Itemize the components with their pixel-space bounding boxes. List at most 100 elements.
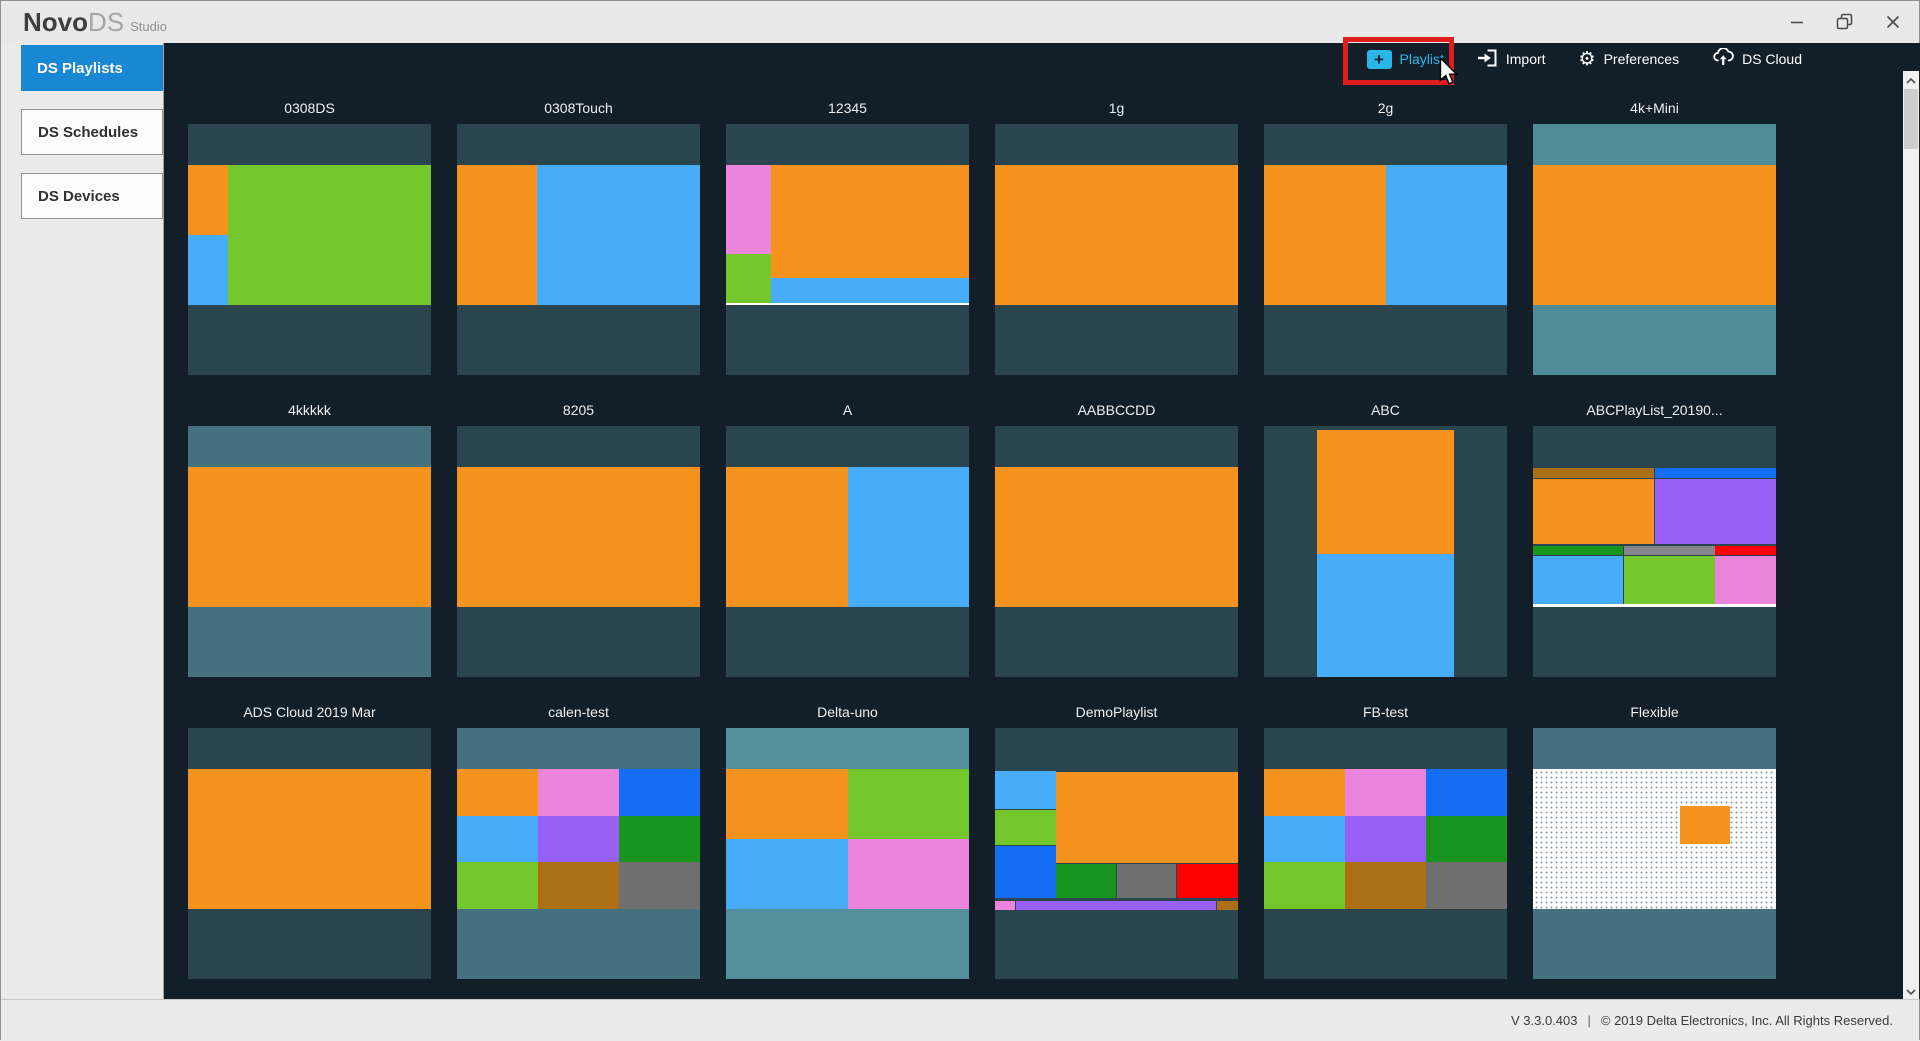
tile-zone <box>726 838 848 909</box>
tile-zone <box>1654 478 1776 544</box>
playlist-tile[interactable] <box>1264 426 1507 677</box>
playlist-cell: ABC <box>1264 400 1507 679</box>
tile-zone <box>726 768 848 839</box>
import-button[interactable]: Import <box>1477 48 1546 71</box>
tile-zone <box>1715 555 1776 605</box>
content-panel: + Playlist Import ⚙ Preferences <box>163 36 1920 999</box>
playlist-tile[interactable] <box>1264 728 1507 979</box>
playlist-tile[interactable] <box>726 426 969 677</box>
plus-icon: + <box>1366 49 1392 69</box>
tile-zone <box>619 862 700 909</box>
playlist-tile[interactable] <box>188 728 431 979</box>
tile-zone <box>1015 900 1217 910</box>
tile-zone <box>1533 555 1624 605</box>
tile-zone <box>228 164 431 305</box>
copyright-text: © 2019 Delta Electronics, Inc. All Right… <box>1600 1013 1893 1028</box>
playlist-cell: DemoPlaylist <box>995 702 1238 981</box>
ds-cloud-button[interactable]: DS Cloud <box>1712 47 1802 70</box>
restore-button[interactable] <box>1833 10 1857 34</box>
tile-zone <box>1177 864 1238 899</box>
tile-zone <box>726 164 771 254</box>
playlist-title: 2g <box>1377 100 1394 116</box>
tile-zone <box>770 277 969 303</box>
tile-zone <box>995 771 1056 809</box>
playlist-title: calen-test <box>548 704 609 720</box>
logo-novo: Novo <box>23 6 88 37</box>
tile-zone <box>726 466 848 607</box>
minimize-button[interactable] <box>1785 10 1809 34</box>
playlist-title: Delta-uno <box>817 704 878 720</box>
playlist-cell: Flexible <box>1533 702 1776 981</box>
playlist-tile[interactable] <box>726 728 969 979</box>
tile-zone <box>457 862 538 909</box>
playlist-cell: ADS Cloud 2019 Mar <box>188 702 431 981</box>
tile-zone <box>1264 862 1345 909</box>
playlist-title: 0308DS <box>284 100 335 116</box>
import-label: Import <box>1505 51 1546 67</box>
scrollbar-thumb[interactable] <box>1904 89 1918 149</box>
tile-zone <box>1533 546 1624 555</box>
playlist-tile[interactable] <box>1533 426 1776 677</box>
tile-zone <box>1264 815 1345 863</box>
tile-zone <box>1533 478 1654 544</box>
sidebar-item-ds-playlists[interactable]: DS Playlists <box>21 45 163 91</box>
cloud-upload-icon <box>1712 47 1734 70</box>
tile-zone <box>1624 546 1715 555</box>
tile-zone <box>1316 430 1454 554</box>
scroll-down-button[interactable] <box>1903 982 1919 999</box>
close-button[interactable] <box>1881 10 1905 34</box>
scroll-down-icon <box>1906 982 1916 1000</box>
playlist-title: FB-test <box>1362 704 1409 720</box>
playlist-tile[interactable] <box>726 124 969 375</box>
sidebar-item-ds-devices[interactable]: DS Devices <box>21 173 163 219</box>
sidebar: DS Playlists DS Schedules DS Devices <box>1 43 163 999</box>
close-icon <box>1885 14 1901 30</box>
playlist-tile[interactable] <box>1264 124 1507 375</box>
scroll-up-button[interactable] <box>1903 71 1919 88</box>
playlist-tile[interactable] <box>1533 728 1776 979</box>
tile-zone <box>847 768 969 839</box>
tile-zone <box>188 234 229 305</box>
playlist-title: AABBCCDD <box>1077 402 1156 418</box>
playlist-cell: Delta-uno <box>726 702 969 981</box>
tile-zone <box>537 164 700 305</box>
sidebar-item-ds-schedules[interactable]: DS Schedules <box>21 109 163 155</box>
playlist-tile[interactable] <box>995 426 1238 677</box>
tile-zone <box>995 466 1238 607</box>
gear-icon: ⚙ <box>1578 47 1596 70</box>
vertical-scrollbar[interactable] <box>1903 71 1919 999</box>
tile-zone <box>1715 546 1776 555</box>
tile-zone <box>1533 468 1654 478</box>
add-playlist-label: Playlist <box>1399 51 1444 67</box>
playlist-title: ABCPlayList_20190... <box>1586 402 1723 418</box>
tile-zone <box>1055 772 1238 864</box>
tile-zone <box>995 164 1238 305</box>
sidebar-item-label: DS Playlists <box>37 59 123 77</box>
preferences-button[interactable]: ⚙ Preferences <box>1578 47 1680 70</box>
playlist-cell: FB-test <box>1264 702 1507 981</box>
tile-zone <box>1345 815 1427 863</box>
playlist-tile[interactable] <box>188 426 431 677</box>
add-playlist-button[interactable]: + Playlist <box>1342 36 1454 85</box>
tile-zone <box>619 768 700 816</box>
sidebar-item-label: DS Schedules <box>38 123 139 141</box>
tile-zone <box>1385 164 1507 305</box>
playlist-tile[interactable] <box>188 124 431 375</box>
playlist-tile[interactable] <box>457 728 700 979</box>
playlist-cell: calen-test <box>457 702 700 981</box>
playlist-tile[interactable] <box>995 728 1238 979</box>
playlist-tile[interactable] <box>457 426 700 677</box>
tile-zone <box>457 466 700 607</box>
tile-zone <box>1533 164 1776 305</box>
playlist-cell: AABBCCDD <box>995 400 1238 679</box>
tile-zone <box>1217 900 1238 910</box>
tile-zone <box>1055 864 1116 899</box>
tile-zone <box>457 815 538 863</box>
playlist-cell: 12345 <box>726 98 969 377</box>
playlist-tile[interactable] <box>1533 124 1776 375</box>
tile-zone <box>1680 805 1730 845</box>
tile-zone <box>1654 468 1776 478</box>
scroll-up-icon <box>1906 71 1916 89</box>
playlist-tile[interactable] <box>457 124 700 375</box>
playlist-tile[interactable] <box>995 124 1238 375</box>
